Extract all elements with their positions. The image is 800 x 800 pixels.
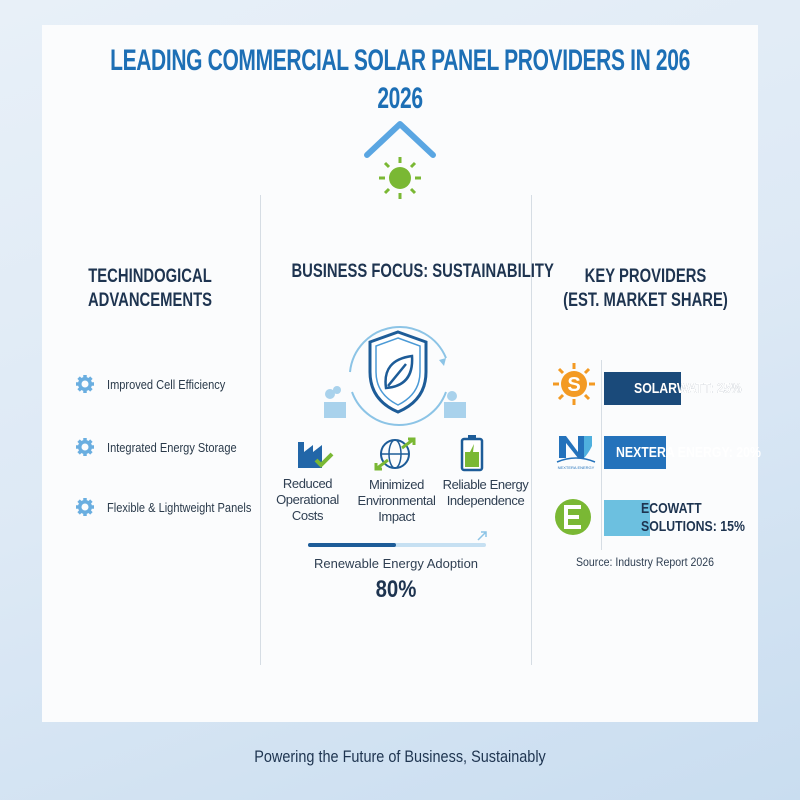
solarwatt-label-text: SOLARWATT: 25% <box>634 380 742 397</box>
benefit-line: Reliable Energy <box>442 477 529 492</box>
benefit-reduced-costs: Reduced Operational Costs <box>263 476 352 524</box>
solarwatt-logo: S <box>553 363 595 405</box>
benefit-line: Reduced <box>282 476 333 491</box>
column-divider <box>260 195 261 665</box>
gear-icon <box>76 438 94 456</box>
roof-sun-icon <box>364 121 436 199</box>
tech-item: Flexible & Lightweight Panels <box>75 497 277 517</box>
providers-heading-line2: (EST. MARKET SHARE) <box>563 290 728 311</box>
page-title: LEADING COMMERCIAL SOLAR PANEL PROVIDERS… <box>110 44 690 77</box>
tech-heading: TECHINDOGICAL ADVANCEMENTS <box>72 265 228 313</box>
arrow-up-right-icon <box>477 531 487 541</box>
providers-heading: KEY PROVIDERS (EST. MARKET SHARE) <box>558 265 734 313</box>
solarwatt-logo-text: S <box>567 374 580 396</box>
benefit-environmental-impact: Minimized Environmental Impact <box>352 477 441 525</box>
benefit-line: Costs <box>291 508 324 523</box>
tech-item: Improved Cell Efficiency <box>75 374 246 394</box>
adoption-progress-fill <box>308 543 397 547</box>
page-title-year: 2026 <box>377 82 423 115</box>
gear-icon <box>76 375 94 393</box>
adoption-label: Renewable Energy Adoption <box>313 556 479 571</box>
battery-icon <box>460 435 484 472</box>
nextera-label-text: NEXTERA ENERGY: 20% <box>616 444 761 461</box>
globe-arrows-icon <box>374 437 416 471</box>
market-share-bar-ecowatt <box>604 500 651 536</box>
factory-check-icon <box>298 442 334 468</box>
source-note: Source: Industry Report 2026 <box>576 555 714 569</box>
tech-item-label: Flexible & Lightweight Panels <box>107 499 252 515</box>
svg-text:NEXTERA ENERGY: NEXTERA ENERGY <box>558 465 595 470</box>
chart-axis <box>601 360 602 550</box>
solarwatt-label: SOLARWATT: 25% <box>634 380 742 397</box>
market-share-bar-solarwatt <box>604 372 681 405</box>
footer-tagline: Powering the Future of Business, Sustain… <box>254 747 546 766</box>
adoption-value: 80% <box>375 576 417 603</box>
tech-heading-line2: ADVANCEMENTS <box>87 290 213 311</box>
benefit-line: Independence <box>446 493 525 508</box>
nextera-logo: NEXTERA ENERGY <box>556 436 596 470</box>
tech-item-label: Integrated Energy Storage <box>107 439 237 455</box>
benefit-line: Minimized <box>369 477 424 492</box>
ecowatt-label-line1: ECOWATT <box>641 500 702 517</box>
providers-heading-line1: KEY PROVIDERS <box>584 266 707 287</box>
ecowatt-label-line2: SOLUTIONS: 15% <box>641 518 745 535</box>
benefit-line: Environmental <box>357 493 436 508</box>
ecowatt-logo <box>555 499 591 535</box>
sustainability-shield-icon <box>324 326 466 426</box>
tech-item: Integrated Energy Storage <box>75 437 260 457</box>
market-share-bar-nextera <box>604 436 666 469</box>
tech-heading-line1: TECHINDOGICAL <box>88 266 212 287</box>
tech-item-label: Improved Cell Efficiency <box>107 376 226 392</box>
benefit-line: Impact <box>378 509 415 524</box>
business-heading: BUSINESS FOCUS: SUSTAINABILITY <box>291 261 554 282</box>
benefit-line: Operational <box>276 492 339 507</box>
benefit-energy-independence: Reliable Energy Independence <box>441 477 530 509</box>
nextera-label: NEXTERA ENERGY: 20% <box>616 444 761 461</box>
ecowatt-label: ECOWATT SOLUTIONS: 15% <box>641 500 745 536</box>
column-divider <box>531 195 532 665</box>
adoption-progress-bar <box>308 543 486 547</box>
gear-icon <box>76 498 94 516</box>
